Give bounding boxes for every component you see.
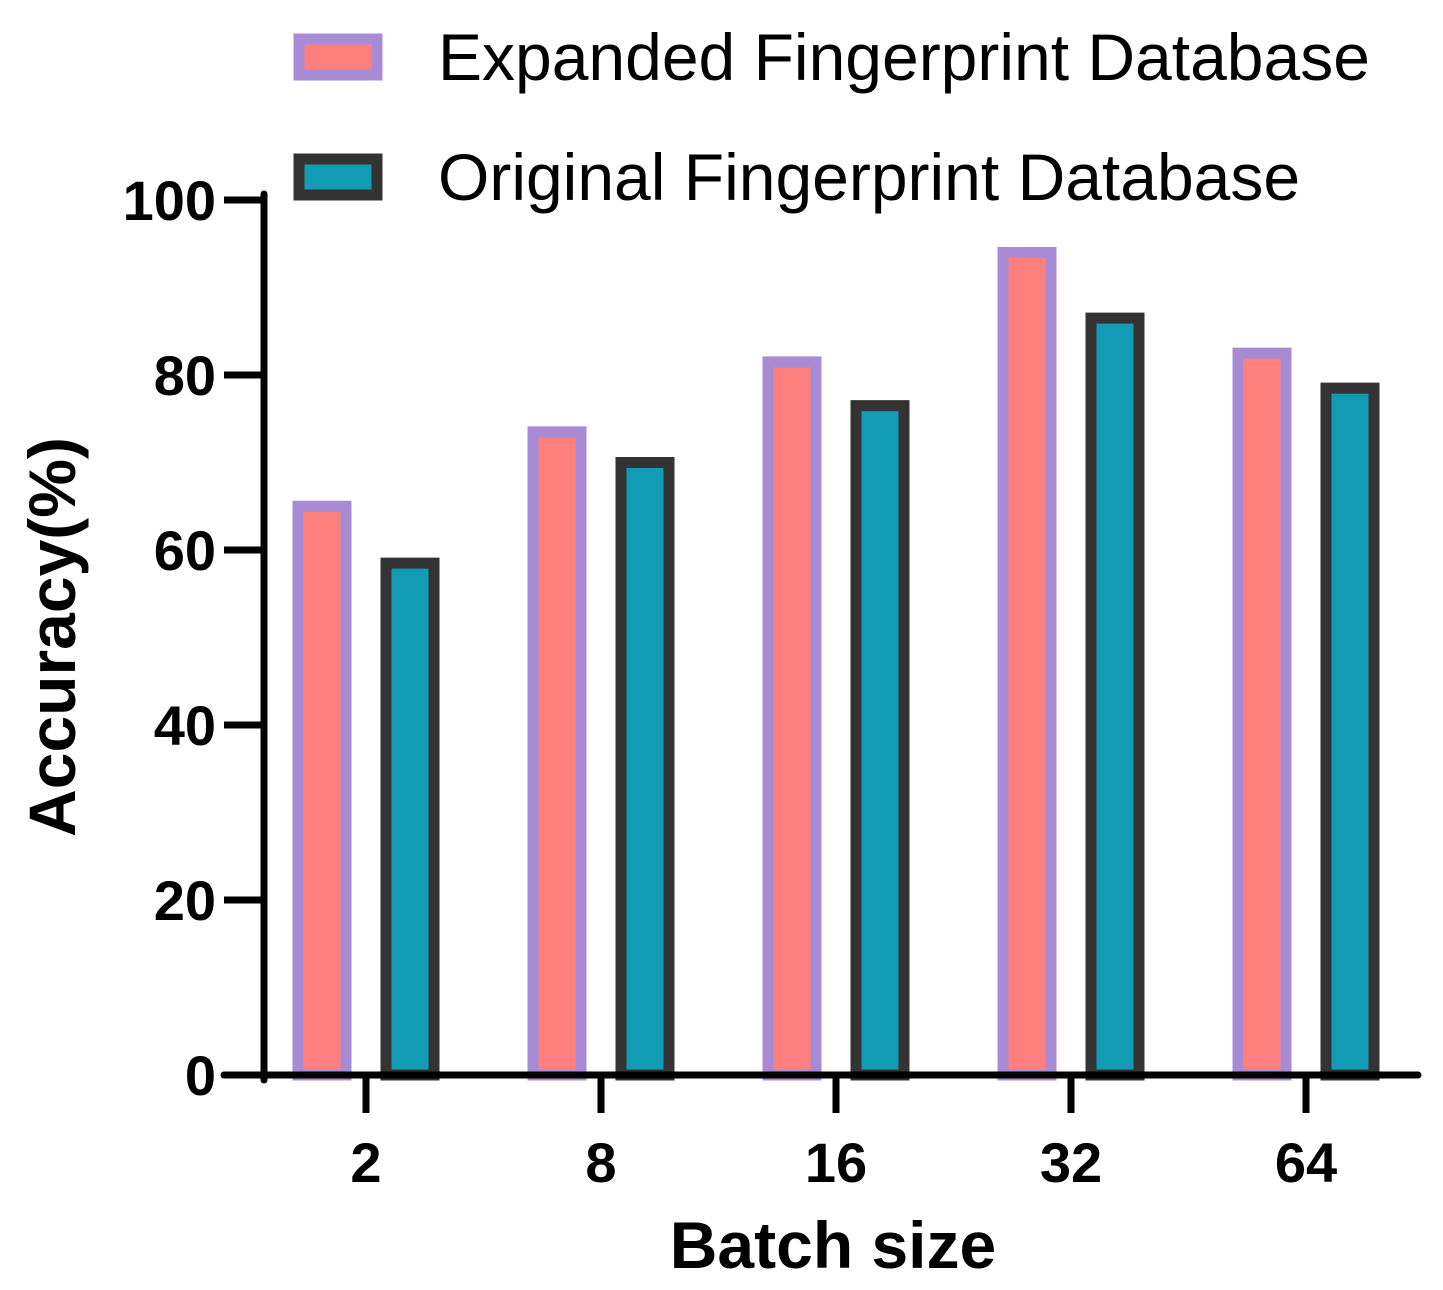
y-tick-label-0: 0 <box>185 1044 216 1107</box>
y-tick-label-40: 40 <box>154 694 216 757</box>
y-tick-label-80: 80 <box>154 344 216 407</box>
bar-expanded-2 <box>292 500 352 1081</box>
bar-original-64 <box>1320 382 1380 1081</box>
x-tick-label-8: 8 <box>585 1131 616 1194</box>
y-tick-label-20: 20 <box>154 869 216 932</box>
x-axis-title: Batch size <box>670 1208 996 1282</box>
legend: Expanded Fingerprint Database Original Fi… <box>293 20 1370 214</box>
bar-original-16 <box>850 400 910 1081</box>
y-tick-label-60: 60 <box>154 519 216 582</box>
x-tick-label-2: 2 <box>350 1131 381 1194</box>
x-tick-label-16: 16 <box>805 1131 867 1194</box>
bar-expanded-16 <box>762 356 822 1081</box>
bar-original-2 <box>380 557 440 1081</box>
legend-label-expanded: Expanded Fingerprint Database <box>438 20 1370 94</box>
bar-expanded-32 <box>997 247 1057 1081</box>
bars <box>292 247 1380 1081</box>
axes: 0 20 40 60 80 100 2 8 16 32 64 <box>123 169 1422 1194</box>
legend-swatch-expanded <box>293 33 383 81</box>
y-axis-title: Accuracy(%) <box>15 437 89 837</box>
bar-original-8 <box>615 457 675 1081</box>
legend-swatch-original <box>293 153 383 201</box>
y-tick-label-100: 100 <box>123 169 216 232</box>
legend-label-original: Original Fingerprint Database <box>438 140 1300 214</box>
bar-expanded-64 <box>1232 347 1292 1081</box>
x-tick-label-64: 64 <box>1275 1131 1337 1194</box>
x-tick-label-32: 32 <box>1040 1131 1102 1194</box>
bar-expanded-8 <box>527 426 587 1081</box>
bar-original-32 <box>1085 312 1145 1081</box>
